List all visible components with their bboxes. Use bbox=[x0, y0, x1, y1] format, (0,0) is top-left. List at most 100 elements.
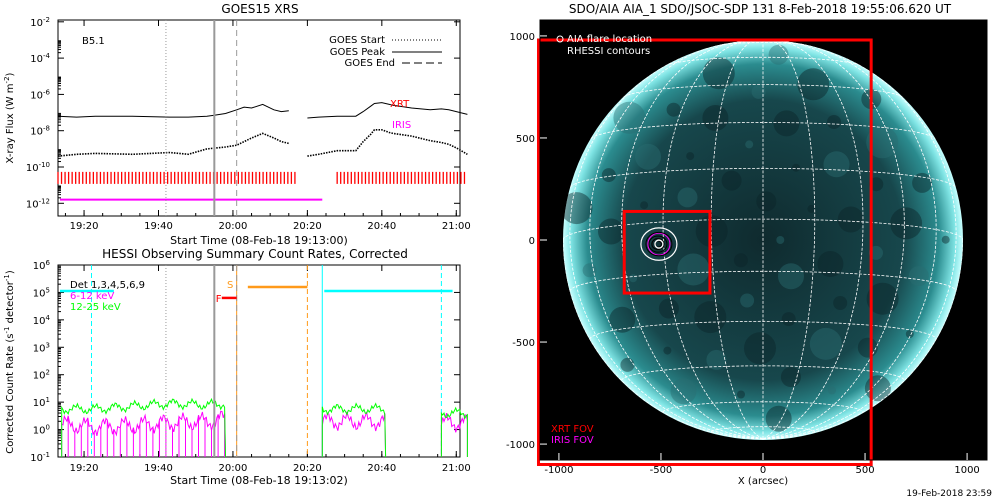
sun-texture-blob bbox=[773, 110, 800, 137]
goes-xtick-label: 20:00 bbox=[219, 221, 248, 232]
aia-ytick-label: 0 bbox=[529, 236, 535, 247]
hessi-y-label: Corrected Count Rate (s-1 detector-1) bbox=[3, 270, 16, 454]
sun-texture-blob bbox=[908, 266, 929, 286]
limb-source-marker bbox=[958, 283, 970, 295]
goes-xrt-label: XRT bbox=[390, 99, 410, 110]
legend-xrt-fov: XRT FOV bbox=[551, 424, 594, 435]
grid-parallel bbox=[569, 167, 957, 188]
goes-xtick-label: 19:40 bbox=[144, 221, 173, 232]
hessi-flag-f: F bbox=[216, 294, 222, 305]
sun-texture-blob bbox=[677, 253, 710, 286]
goes-ytick-label: 10-10 bbox=[26, 161, 50, 174]
grid-meridian bbox=[621, 40, 764, 440]
goes-title: GOES15 XRS bbox=[221, 2, 298, 16]
grid-meridian bbox=[762, 40, 905, 440]
sun-texture-blob bbox=[663, 346, 672, 355]
grid-meridian bbox=[589, 42, 764, 440]
goes-ytick-label: 10-6 bbox=[30, 88, 50, 101]
sun-texture-blob bbox=[890, 207, 923, 240]
hessi-ytick-label: 105 bbox=[33, 286, 50, 299]
sun-texture-blob bbox=[797, 68, 830, 101]
grid-meridian bbox=[662, 40, 764, 440]
goes-series-line bbox=[57, 103, 289, 118]
sun-texture-blob bbox=[941, 235, 950, 244]
legend-aia-flare: AIA flare location bbox=[567, 34, 652, 45]
rhessi-contour bbox=[645, 231, 673, 257]
sun-texture-blob bbox=[837, 206, 864, 233]
grid-meridian bbox=[762, 40, 816, 440]
legend-12-25kev: 12-25 keV bbox=[70, 302, 121, 313]
sun-texture-blob bbox=[792, 163, 800, 172]
hessi-ytick-label: 106 bbox=[33, 259, 51, 272]
sun-texture-blob bbox=[866, 126, 899, 159]
sun-texture-blob bbox=[598, 218, 624, 245]
sun-texture-blob bbox=[780, 367, 801, 387]
sun-texture-blob bbox=[702, 57, 735, 90]
goes-x-axis: 19:20 19:40 20:00 20:20 20:40 21:00 bbox=[64, 20, 471, 232]
iris-fov-circle bbox=[647, 232, 671, 256]
goes-panel: GOES15 XRS 10-12 10-10 10-8 10-6 10-4 10-2 19… bbox=[3, 2, 471, 247]
aia-panel: SDO/AIA AIA_1 SDO/JSOC-SDP 131 8-Feb-201… bbox=[506, 2, 992, 499]
sun-texture-blob bbox=[670, 378, 697, 405]
aia-x-axis: -1000 -500 0 500 1000 bbox=[544, 453, 980, 476]
sun-texture-blob bbox=[702, 105, 729, 131]
grid-parallel bbox=[621, 365, 905, 381]
hessi-trace-high bbox=[61, 397, 226, 458]
hessi-xtick-label: 20:20 bbox=[293, 463, 322, 474]
grid-meridian bbox=[710, 40, 764, 440]
hessi-xtick-label: 20:40 bbox=[367, 463, 396, 474]
aia-xtick-label: -500 bbox=[650, 465, 673, 476]
heliographic-grid bbox=[563, 40, 963, 440]
sun-texture-blob bbox=[778, 263, 804, 290]
legend-goes-peak: GOES Peak bbox=[330, 47, 385, 58]
sun-texture-blob bbox=[666, 102, 681, 117]
aia-xtick-label: 1000 bbox=[954, 465, 979, 476]
aia-ytick-label: 1000 bbox=[510, 32, 535, 43]
hessi-flags: SF bbox=[216, 280, 308, 305]
sun-texture-blob bbox=[857, 337, 878, 358]
legend-6-12kev: 6-12 keV bbox=[70, 291, 114, 302]
aia-overlays bbox=[537, 38, 970, 466]
goes-xtick-label: 21:00 bbox=[442, 221, 471, 232]
sun-texture-blob bbox=[658, 298, 679, 319]
sun-texture-blob bbox=[869, 177, 884, 192]
sun-texture-blob bbox=[828, 386, 836, 395]
sun-texture-blob bbox=[601, 168, 616, 183]
sun-texture-blob bbox=[740, 293, 755, 308]
goes-event-markers bbox=[165, 20, 238, 216]
goes-coverage bbox=[57, 171, 466, 201]
goes-ytick-label: 10-12 bbox=[26, 197, 50, 210]
grid-meridian bbox=[762, 55, 957, 440]
hessi-xtick-label: 19:40 bbox=[144, 463, 173, 474]
hessi-xtick-label: 21:00 bbox=[442, 463, 471, 474]
xrt-fov-box bbox=[537, 38, 873, 466]
legend-rhessi: RHESSI contours bbox=[567, 46, 650, 57]
sun-texture-blob bbox=[744, 332, 776, 365]
goes-series-line bbox=[307, 129, 468, 157]
hessi-flag-s: S bbox=[227, 280, 233, 291]
grid-meridian bbox=[569, 55, 764, 440]
hessi-ytick-label: 103 bbox=[33, 341, 50, 354]
aia-ytick-label: -1000 bbox=[506, 440, 535, 451]
grid-parallel bbox=[589, 320, 937, 340]
legend-goes-start: GOES Start bbox=[329, 35, 385, 46]
hessi-title: HESSI Observing Summary Count Rates, Cor… bbox=[102, 247, 408, 261]
legend-det: Det 1,3,4,5,6,9 bbox=[70, 280, 145, 291]
aia-flare-location-marker bbox=[654, 239, 664, 249]
grid-parallel bbox=[662, 401, 864, 413]
sun-texture-blob bbox=[737, 390, 745, 399]
aia-title: SDO/AIA AIA_1 SDO/JSOC-SDP 131 8-Feb-201… bbox=[569, 2, 952, 16]
aia-xtick-label: 0 bbox=[760, 465, 766, 476]
hessi-y-axis: 10-1 100 101 102 103 104 105 106 bbox=[30, 259, 460, 464]
goes-x-label: Start Time (08-Feb-18 19:13:00) bbox=[170, 234, 348, 247]
sun-texture-blob bbox=[776, 236, 785, 244]
grid-parallel bbox=[563, 218, 963, 241]
goes-xtick-label: 20:40 bbox=[367, 221, 396, 232]
sun-texture-blob bbox=[827, 115, 841, 129]
aia-y-axis: -1000 -500 0 500 1000 bbox=[506, 32, 547, 451]
hessi-legend: Det 1,3,4,5,6,9 6-12 keV 12-25 keV bbox=[70, 280, 145, 313]
grid-parallel bbox=[715, 42, 811, 47]
grid-meridian bbox=[762, 40, 864, 440]
sun-texture-blob bbox=[706, 349, 727, 370]
hessi-frame bbox=[57, 264, 461, 458]
